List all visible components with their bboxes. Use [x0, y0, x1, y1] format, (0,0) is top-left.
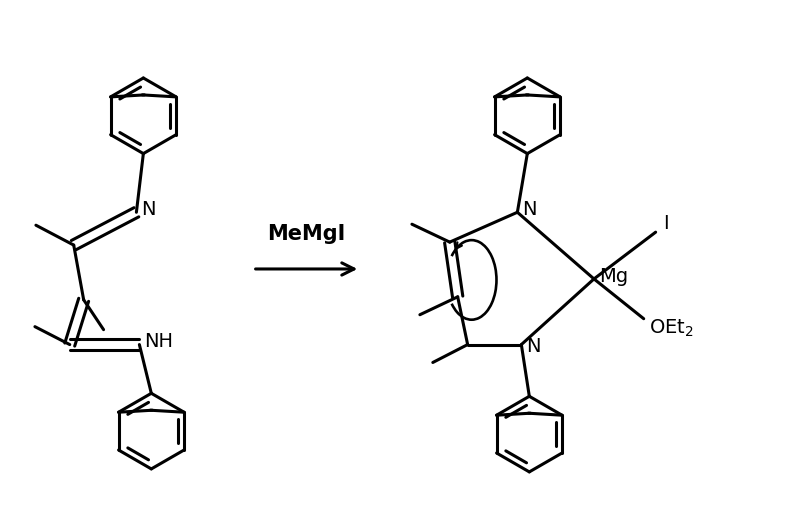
Text: NH: NH	[144, 332, 173, 351]
Text: N: N	[141, 200, 156, 219]
Text: Mg: Mg	[599, 267, 628, 287]
Text: I: I	[664, 214, 670, 233]
Text: MeMgI: MeMgI	[267, 224, 346, 244]
Text: N: N	[527, 337, 541, 356]
Text: N: N	[523, 200, 537, 219]
Text: OEt$_2$: OEt$_2$	[649, 318, 693, 339]
